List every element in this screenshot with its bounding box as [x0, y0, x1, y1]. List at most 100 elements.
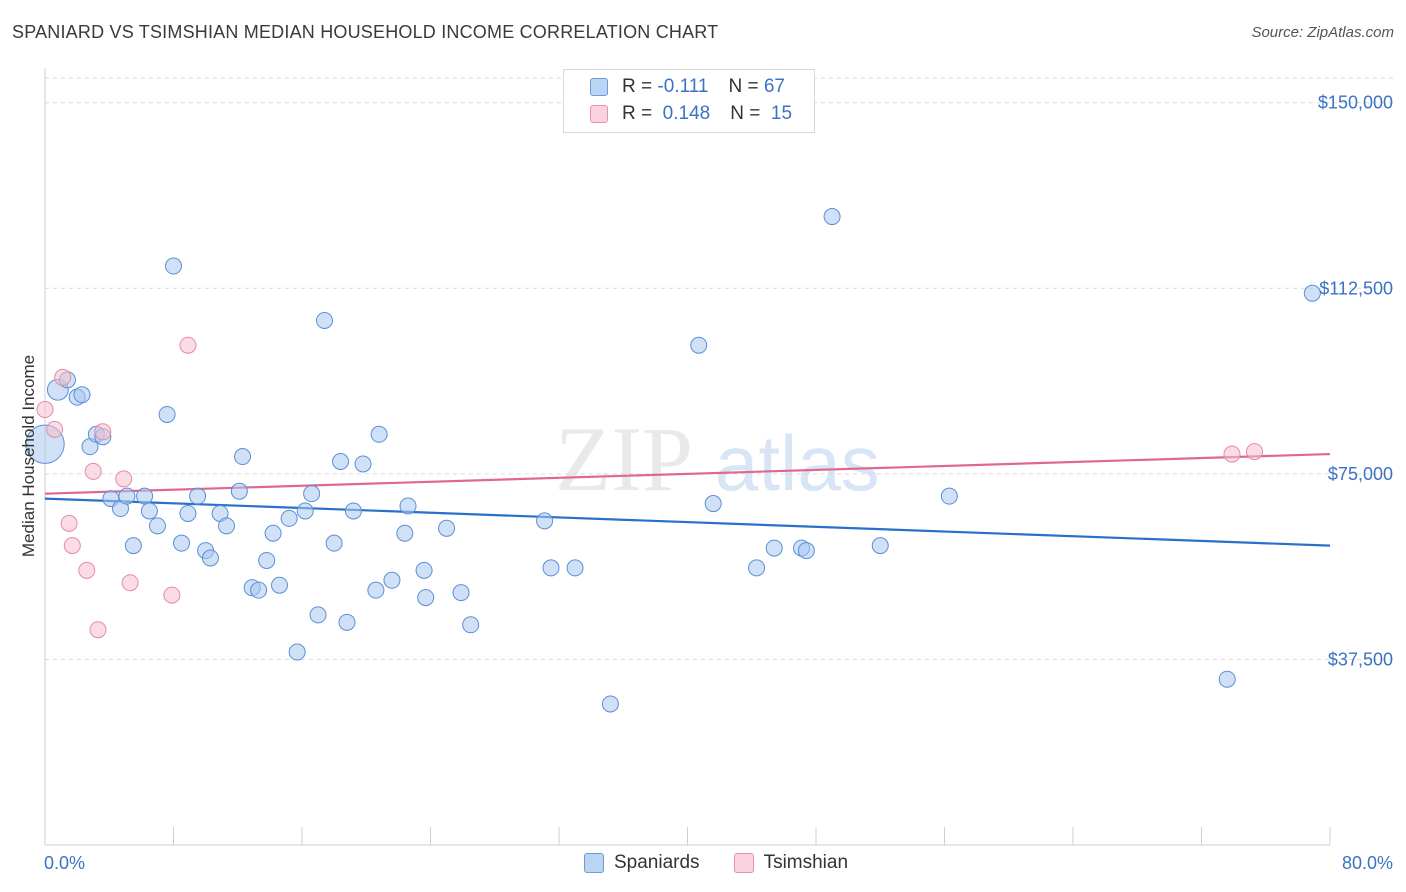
data-point-spaniards [258, 551, 276, 569]
series-legend-label: Tsimshian [763, 852, 849, 873]
data-point-tsimshian [46, 420, 64, 438]
data-point-spaniards [438, 519, 456, 537]
data-point-tsimshian [63, 537, 81, 555]
data-point-spaniards [354, 455, 372, 473]
data-point-spaniards [542, 559, 560, 577]
data-point-spaniards [871, 537, 889, 555]
y-tick-label: $75,000 [1328, 464, 1393, 484]
axis-labels: $37,500 $75,000 $112,500 $150,000 0.0% 80.0% M… [19, 93, 1393, 873]
y-tick-label: $112,500 [1319, 278, 1393, 298]
data-point-tsimshian [115, 470, 133, 488]
legend-r-value: -0.111 [657, 76, 709, 97]
data-point-spaniards [189, 487, 207, 505]
data-point-spaniards [332, 453, 350, 470]
data-point-spaniards [765, 539, 783, 557]
legend-n-value: 15 [770, 103, 793, 124]
series-legend-tsimshian: Tsimshian [733, 852, 849, 874]
data-point-spaniards [367, 581, 385, 599]
data-point-spaniards [417, 589, 435, 607]
series-legend-spaniards: Spaniards [584, 852, 700, 874]
data-point-spaniards [179, 504, 197, 522]
data-point-spaniards [601, 695, 619, 713]
data-point-spaniards [1218, 670, 1236, 688]
series-swatch-pink [733, 853, 754, 873]
data-point-spaniards [338, 613, 356, 631]
data-point-spaniards [797, 542, 815, 560]
data-point-spaniards [370, 425, 388, 443]
data-point-spaniards [218, 517, 236, 535]
data-point-spaniards [1303, 284, 1321, 302]
trend-line-tsimshian [44, 452, 1331, 495]
y-axis-label: Median Household Income [19, 355, 38, 557]
data-point-spaniards [118, 487, 136, 505]
data-point-tsimshian [1223, 445, 1241, 463]
watermark: ZIP atlas [555, 408, 880, 510]
data-point-spaniards [396, 524, 414, 542]
data-point-spaniards [309, 606, 327, 624]
data-point-spaniards [73, 386, 91, 404]
data-point-spaniards [823, 208, 841, 226]
data-point-spaniards [399, 497, 417, 515]
series-legend: Spaniards Tsimshian [584, 852, 882, 874]
data-point-spaniards [566, 559, 584, 577]
legend-row-tsimshian: R = 0.148 N = 15 [590, 101, 792, 127]
y-tick-label: $37,500 [1328, 649, 1393, 669]
data-point-tsimshian [179, 336, 197, 354]
data-point-spaniards [140, 502, 158, 520]
data-point-spaniards [536, 512, 554, 530]
data-point-tsimshian [60, 514, 78, 532]
data-point-spaniards [165, 257, 182, 275]
data-point-spaniards [462, 616, 480, 634]
source-credit: Source: ZipAtlas.com [1251, 24, 1394, 41]
data-point-tsimshian [94, 423, 112, 441]
data-point-spaniards [315, 311, 333, 329]
data-point-spaniards [303, 485, 321, 503]
y-tick-label: $150,000 [1318, 93, 1393, 113]
legend-r-label: R = [622, 76, 653, 97]
data-point-tsimshian [84, 462, 102, 480]
trend-lines [44, 452, 1331, 547]
axes [44, 68, 1331, 846]
data-point-spaniards [173, 534, 191, 552]
data-point-spaniards [148, 517, 166, 535]
data-point-spaniards [325, 534, 343, 552]
data-points [25, 208, 1321, 713]
data-point-spaniards [383, 571, 401, 589]
watermark-atlas: atlas [715, 419, 880, 507]
legend-r-label: R = [622, 103, 653, 124]
data-point-spaniards [234, 448, 252, 466]
legend-row-spaniards: R = -0.111 N = 67 [590, 74, 785, 100]
data-point-spaniards [344, 502, 362, 520]
data-point-spaniards [704, 495, 722, 513]
data-point-tsimshian [36, 401, 54, 419]
legend-n-label: N = [730, 103, 761, 124]
data-point-tsimshian [89, 621, 107, 639]
watermark-zip: ZIP [555, 408, 693, 510]
x-tick-label-max: 80.0% [1342, 853, 1393, 873]
series-legend-label: Spaniards [614, 852, 700, 873]
chart-title: SPANIARD VS TSIMSHIAN MEDIAN HOUSEHOLD I… [12, 22, 719, 42]
legend-r-value: 0.148 [662, 103, 711, 124]
trend-line-spaniards [44, 497, 1331, 547]
legend-swatch-pink [590, 105, 608, 123]
data-point-spaniards [136, 487, 154, 505]
x-tick-label-min: 0.0% [44, 853, 85, 873]
correlation-legend: R = -0.111 N = 67 R = 0.148 N = 15 [563, 69, 815, 133]
data-point-spaniards [296, 502, 314, 520]
data-point-spaniards [748, 559, 766, 577]
series-swatch-blue [584, 853, 604, 873]
data-point-spaniards [230, 482, 248, 500]
data-point-spaniards [201, 549, 219, 567]
data-point-spaniards [280, 509, 298, 527]
data-point-spaniards [250, 581, 268, 599]
data-point-tsimshian [1246, 443, 1264, 461]
data-point-tsimshian [78, 561, 96, 579]
data-point-spaniards [452, 584, 470, 602]
data-point-spaniards [940, 487, 958, 505]
data-point-spaniards [264, 524, 282, 542]
data-point-spaniards [158, 405, 176, 423]
data-point-tsimshian [163, 586, 181, 604]
data-point-spaniards [271, 576, 289, 594]
data-point-spaniards [415, 561, 433, 579]
